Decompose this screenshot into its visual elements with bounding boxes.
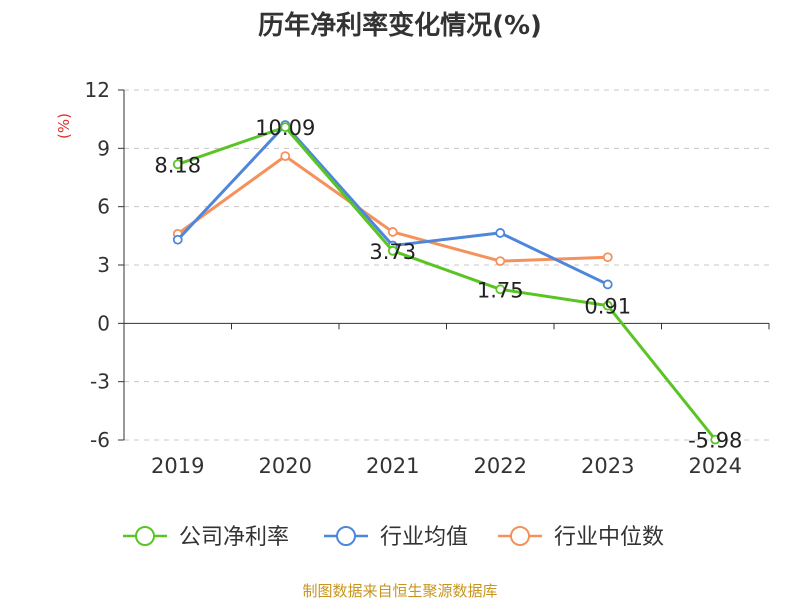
data-label-layer: 8.18 10.09 3.73 1.75 0.91 -5.98 — [154, 116, 742, 452]
y-tick-label: -6 — [90, 428, 110, 452]
y-tick-label: 0 — [97, 311, 110, 335]
data-point — [602, 252, 613, 263]
series-layer — [172, 120, 721, 445]
x-tick-label: 2020 — [259, 454, 312, 478]
data-label: 1.75 — [477, 278, 524, 302]
data-point — [602, 300, 613, 311]
legend-marker-circle — [135, 526, 155, 546]
x-tick-label: 2021 — [366, 454, 419, 478]
y-tick-label: 3 — [97, 253, 110, 277]
x-tick-label: 2023 — [581, 454, 634, 478]
y-tick-label: 6 — [97, 195, 110, 219]
legend-label: 行业均值 — [380, 525, 468, 550]
series-line-1 — [177, 125, 717, 441]
y-tick-label: -3 — [90, 370, 110, 394]
legend-label: 公司净利率 — [179, 525, 289, 550]
y-tick-label: 12 — [85, 78, 110, 102]
data-point — [280, 122, 291, 133]
data-label: 8.18 — [154, 153, 201, 177]
data-point — [495, 284, 506, 295]
data-point — [602, 279, 613, 290]
data-label: 3.73 — [369, 240, 416, 264]
data-label: 0.91 — [584, 295, 631, 319]
y-tick-label: 9 — [97, 136, 110, 160]
data-point — [710, 434, 721, 445]
data-label: 10.09 — [255, 116, 315, 140]
legend-label: 行业中位数 — [554, 525, 664, 550]
data-point — [387, 245, 398, 256]
legend-marker-circle — [510, 526, 530, 546]
y-axis-unit-label: (%) — [55, 113, 73, 139]
data-source-note: 制图数据来自恒生聚源数据库 — [302, 582, 497, 600]
data-point — [387, 227, 398, 237]
data-point — [172, 234, 183, 245]
chart-title: 历年净利率变化情况(%) — [258, 10, 542, 41]
x-tick-label: 2022 — [474, 454, 527, 478]
legend: 公司净利率 行业均值 行业中位数 — [123, 525, 664, 550]
data-point — [495, 228, 506, 238]
data-point — [495, 256, 506, 267]
data-label: -5.98 — [688, 429, 742, 453]
axis-layer: 12 9 6 3 0 -3 -6 2019 2020 2021 2022 2023 2024 — [85, 78, 770, 478]
x-tick-label: 2019 — [151, 454, 204, 478]
legend-marker-circle — [336, 526, 356, 546]
x-tick-label: 2024 — [689, 454, 742, 478]
grid-layer — [124, 89, 769, 441]
data-point — [172, 159, 183, 170]
data-point — [280, 151, 291, 162]
